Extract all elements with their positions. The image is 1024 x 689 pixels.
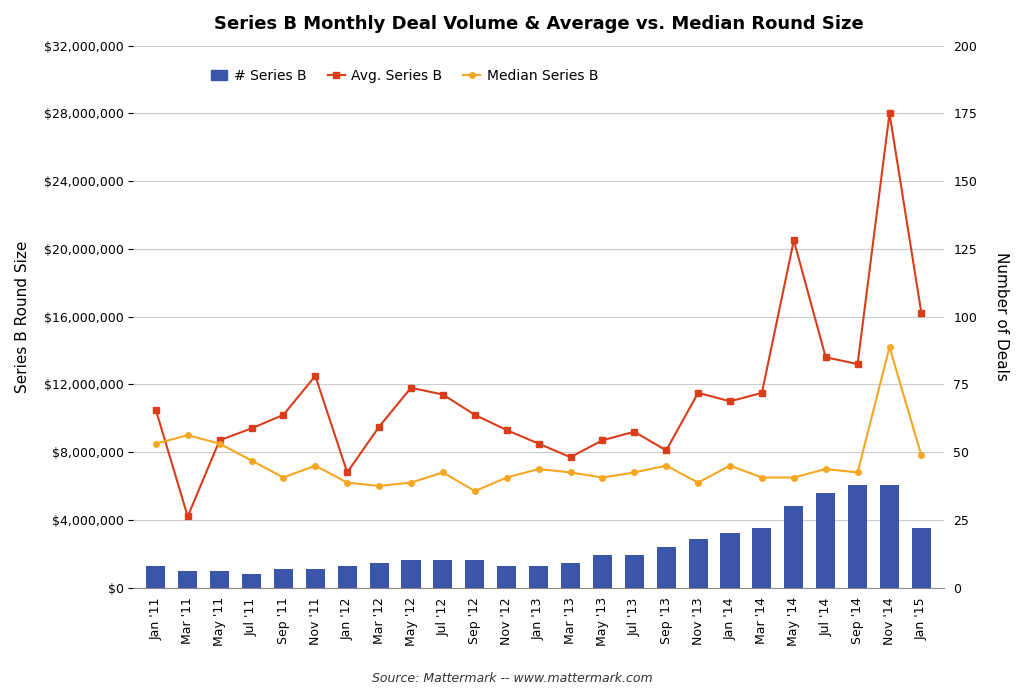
Bar xyxy=(593,555,612,588)
Bar xyxy=(784,506,804,588)
Bar xyxy=(465,560,484,588)
Bar xyxy=(306,568,325,588)
Y-axis label: Number of Deals: Number of Deals xyxy=(994,252,1009,381)
Bar xyxy=(656,547,676,588)
Bar xyxy=(242,574,261,588)
Bar xyxy=(338,566,356,588)
Bar xyxy=(273,568,293,588)
Bar xyxy=(721,533,739,588)
Title: Series B Monthly Deal Volume & Average vs. Median Round Size: Series B Monthly Deal Volume & Average v… xyxy=(214,15,863,33)
Bar xyxy=(529,566,548,588)
Text: Source: Mattermark -- www.mattermark.com: Source: Mattermark -- www.mattermark.com xyxy=(372,672,652,685)
Legend: # Series B, Avg. Series B, Median Series B: # Series B, Avg. Series B, Median Series… xyxy=(205,63,604,89)
Bar xyxy=(688,539,708,588)
Bar xyxy=(561,563,580,588)
Bar xyxy=(146,566,166,588)
Bar xyxy=(401,560,421,588)
Bar xyxy=(880,484,899,588)
Bar xyxy=(625,555,644,588)
Bar xyxy=(911,528,931,588)
Bar xyxy=(433,560,453,588)
Bar xyxy=(497,566,516,588)
Bar xyxy=(370,563,389,588)
Y-axis label: Series B Round Size: Series B Round Size xyxy=(15,240,30,393)
Bar xyxy=(753,528,771,588)
Bar xyxy=(848,484,867,588)
Bar xyxy=(210,571,229,588)
Bar xyxy=(816,493,836,588)
Bar xyxy=(178,571,198,588)
